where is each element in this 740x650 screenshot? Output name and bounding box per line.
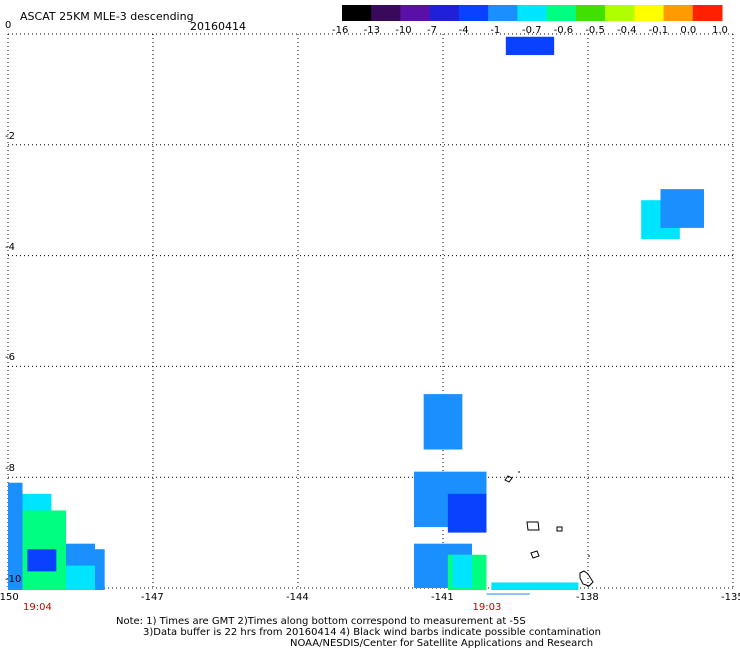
colorbar-swatch [517,5,548,21]
wind-cell [525,582,579,590]
wind-cell [452,554,472,588]
colorbar-swatch [400,5,431,21]
wind-cell [66,565,95,590]
colorbar-label: -0.5 [585,25,605,36]
x-tick-label: -144 [286,592,309,603]
wind-cell [8,482,23,590]
y-tick-label: -6 [5,352,15,364]
wind-cell [95,549,105,590]
colorbar-label: -13 [363,25,380,36]
colorbar-label: -0.4 [617,25,637,36]
note-line-1: Note: 1) Times are GMT 2)Times along bot… [116,616,526,627]
colorbar-swatch [342,5,372,21]
y-tick-label: -8 [5,463,15,475]
colorbar-swatch [575,5,606,21]
colorbar-swatch [458,5,489,21]
colorbar-swatch [692,5,723,21]
colorbar-label: -0.1 [648,25,669,36]
y-tick-label: -2 [5,130,15,142]
colorbar-swatch [371,5,401,21]
y-tick-label: 0 [5,20,12,31]
colorbar-swatch [663,5,694,21]
colorbar-label: -10 [395,25,412,36]
island-outline [530,550,540,559]
island-outlines [504,471,594,587]
wind-cell [27,549,57,572]
x-tick-label: -141 [431,592,454,603]
colorbar-label: -0.7 [522,25,542,36]
colorbar-label: -16 [332,25,349,36]
y-tick-label: -10 [5,574,22,585]
colorbar-swatch [634,5,665,21]
colorbar-swatch [429,5,460,21]
wind-cell [486,593,530,595]
wind-cell [660,189,704,228]
time-label: 19:04 [23,602,52,613]
colorbar-label: 1.0 [712,25,728,36]
x-tick-label: -147 [141,592,164,603]
colorbar-label: -7 [427,25,437,36]
colorbar-label: -1 [490,25,501,36]
wind-cell [505,36,555,56]
date-label: 20160414 [190,20,246,33]
colorbar-swatch [605,5,635,21]
colorbar-label: -0.6 [553,25,574,36]
wind-cell [447,493,487,533]
grid-lines [7,33,734,589]
island-outline [579,570,594,587]
x-tick-label: -150 [0,592,19,603]
island-outline [556,526,563,532]
product-title: ASCAT 25KM MLE-3 descending [20,10,194,23]
wind-cells [8,36,704,595]
island-outline [504,475,513,483]
colorbar-swatch [546,5,577,21]
colorbar-label: 0.0 [680,25,697,36]
colorbar-label: -4 [458,25,469,36]
x-tick-label: -138 [576,592,599,603]
colorbar-swatch [488,5,518,21]
wind-cell [66,543,95,566]
x-tick-label: -135 [721,592,740,603]
wind-cell [423,394,463,450]
time-label: 19:03 [472,602,502,613]
island-outline [526,521,540,531]
note-line-3: NOAA/NESDIS/Center for Satellite Applica… [290,638,594,649]
y-tick-label: -4 [5,241,15,253]
note-line-2: 3)Data buffer is 22 hrs from 20160414 4)… [143,627,601,638]
